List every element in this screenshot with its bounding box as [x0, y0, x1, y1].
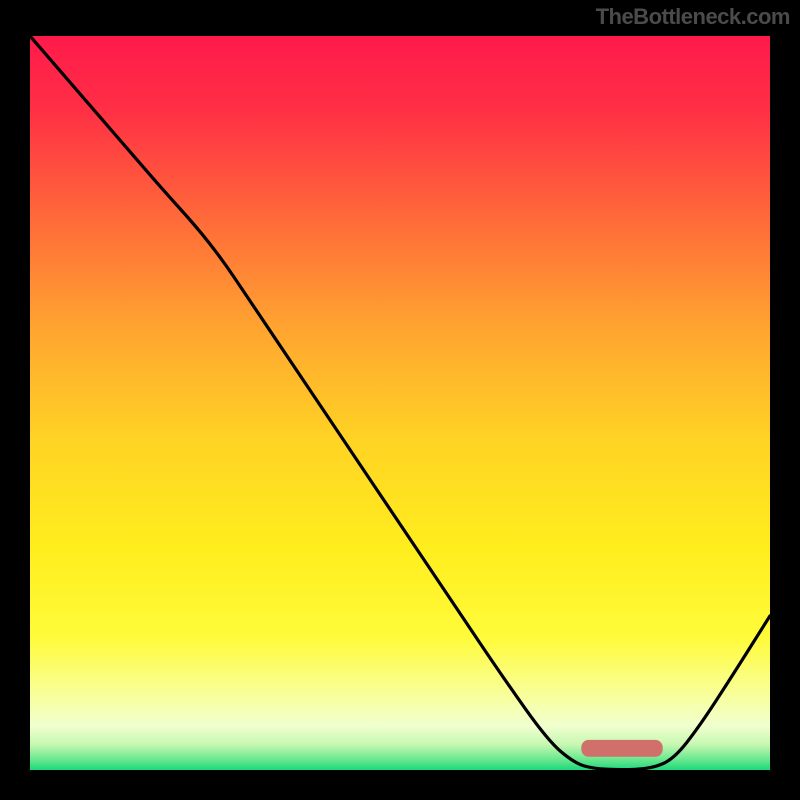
optimum-marker [581, 740, 662, 757]
watermark-text: TheBottleneck.com [596, 4, 790, 30]
plot-area [30, 36, 770, 770]
plot-background [30, 36, 770, 770]
chart-svg [30, 36, 770, 770]
chart-container: { "watermark": { "text": "TheBottleneck.… [0, 0, 800, 800]
